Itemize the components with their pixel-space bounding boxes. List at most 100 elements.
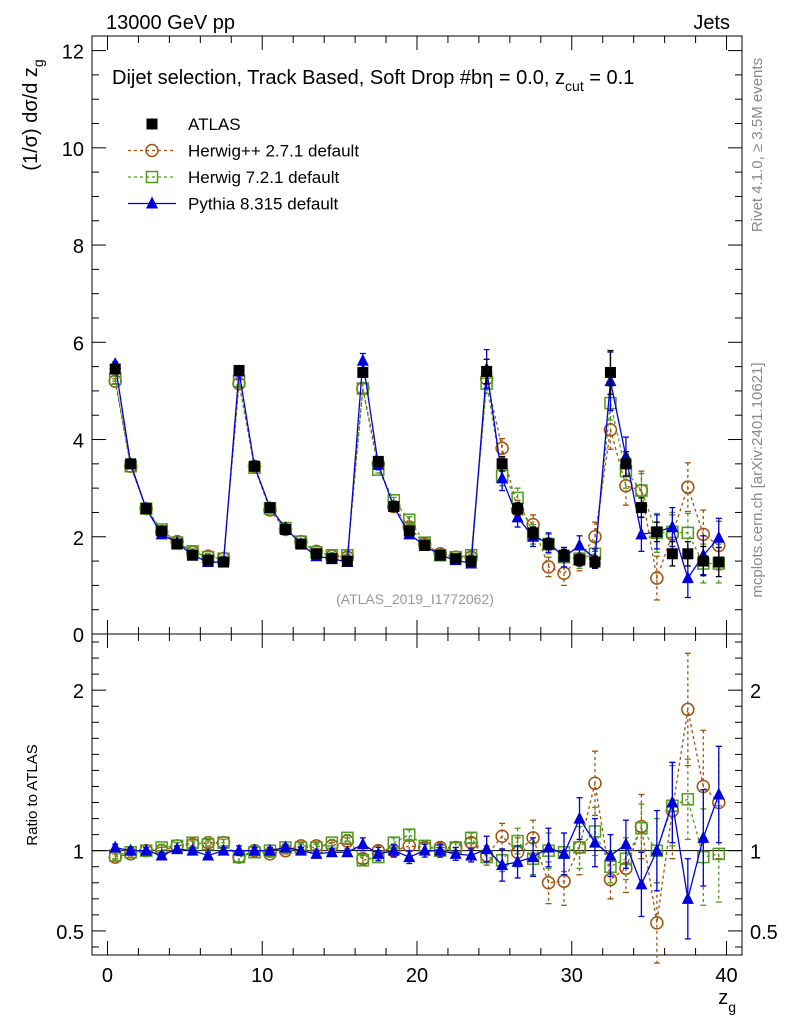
ratio-series-group [108,652,726,964]
x-axis-label: zg [718,987,736,1015]
main-herwig-2-7-1-default-point [603,423,618,437]
main-herwig-7-2-1-default-line [114,378,719,565]
legend-herwig-7-2-1-default-marker [145,170,159,184]
main-atlas-point [558,549,570,561]
main-atlas-point [666,548,678,560]
main-atlas-point [651,526,663,538]
main-herwig-2-7-1-default-point [495,441,509,456]
ratio-herwig-7-2-1-default-point [341,831,354,845]
legend: ATLAS Herwig++ 2.7.1 default Herwig 7.2.1 … [128,115,359,214]
main-atlas-point [465,555,477,567]
ratio-pythia-8-315-default-point [635,877,648,890]
ratio-pythia-8-315-default-point [511,854,524,867]
main-atlas-point [279,523,291,535]
main-atlas-point [697,555,709,567]
main-atlas-point [450,553,462,565]
main-atlas-point [109,363,121,375]
main-y-tick-label: 4 [73,431,84,453]
ratio-pythia-8-315-default-point [248,843,261,856]
ratio-pythia-8-315-default-point [418,843,431,856]
main-atlas-point [481,365,493,377]
main-pythia-8-315-default-point [356,353,369,366]
main-atlas-point [527,527,539,539]
energy-label: 13000 GeV pp [106,12,235,34]
main-pythia-8-315-default-point [573,538,586,551]
ratio-pythia-8-315-default-point [604,848,617,861]
main-pythia-8-315-default-point [712,530,725,543]
main-atlas-point [635,502,647,514]
ratio-pythia-8-315-default-point [496,858,509,871]
ratio-herwig-7-2-1-default-point [573,841,586,854]
ratio-pythia-8-315-default-point [666,795,679,808]
ratio-herwig-7-2-1-default-point [464,831,478,845]
main-atlas-point [496,458,508,470]
main-herwig-2-7-1-default-point [681,480,695,494]
legend-atlas-marker [146,118,158,130]
y-axis-label-main: (1/σ) dσ/d z [20,67,42,171]
main-herwig-2-7-1-default-line [114,378,720,581]
main-y-tick-label: 0 [73,625,84,647]
main-atlas-point [156,525,168,537]
ratio-pythia-8-315-default-point [109,840,122,853]
ratio-pythia-8-315-default-point [573,811,586,824]
main-atlas-point [419,540,431,552]
ratio-pythia-8-315-default-point [279,840,292,853]
ratio-pythia-8-315-default-point [325,845,338,858]
ratio-pythia-8-315-default-point [140,843,153,856]
ratio-panel-frame [91,633,743,956]
mcplots-label: mcplots.cern.ch [arXiv:2401.10621] [749,362,766,597]
legend-pythia-8-315-default-marker [146,196,158,209]
main-herwig-2-7-1-default-point [541,560,556,574]
ratio-pythia-8-315-default-point [186,843,199,856]
ratio-y-tick-label: 1 [73,842,84,864]
chart-title-eq: η = 0.0, z [482,67,565,89]
ratio-axis-ticks: 0.5 0.51 12 20 10 20 30 40 [56,634,778,987]
main-pythia-8-315-default-line [114,360,720,580]
ratio-pythia-8-315-default-point [527,850,540,863]
ratio-pythia-8-315-default-point [681,891,694,904]
main-atlas-point [403,525,415,537]
main-atlas-point [434,549,446,561]
main-y-tick-label: 2 [73,528,84,550]
ratio-pythia-8-315-default-point [356,837,369,850]
main-atlas-point [372,455,384,467]
ratio-herwig-7-2-1-default-point [712,847,726,861]
ratio-herwig-2-7-1-default-point [541,876,556,890]
ratio-pythia-8-315-default-point [403,850,416,863]
ratio-y-tick-label: 2 [73,681,84,703]
x-tick-label: 30 [561,965,583,987]
ratio-pythia-8-315-default-point [263,843,276,856]
main-atlas-point [140,503,152,515]
main-herwig-7-2-1-default-point [356,382,370,395]
main-atlas-point [249,460,260,472]
main-pythia-8-315-default-point [511,510,524,523]
main-atlas-point [233,364,245,376]
ratio-pythia-8-315-default-point [697,830,710,843]
ratio-pythia-8-315-default-point [588,835,601,848]
ratio-herwig-2-7-1-default-point [650,916,664,930]
legend-herwig-2-7-1-default-label: Herwig++ 2.7.1 default [188,142,359,161]
ratio-herwig-7-2-1-default-point [403,828,416,841]
ratio-pythia-8-315-default-point [387,843,400,856]
ratio-pythia-8-315-default-line [115,794,720,899]
main-atlas-point [620,458,632,470]
main-atlas-point [604,366,616,378]
ratio-y-tick-label-right: 1 [750,842,761,864]
main-atlas-point [574,554,585,566]
main-atlas-point [512,503,524,515]
ratio-pythia-8-315-default-point [294,843,307,856]
main-atlas-point [388,501,400,513]
ratio-y-axis-label: Ratio to ATLAS [24,744,41,845]
main-pythia-8-315-default-point [635,527,648,540]
main-herwig-7-2-1-default-point [403,513,416,526]
ratio-pythia-8-315-default-point [171,842,184,855]
ratio-pythia-8-315-default-point [465,848,478,861]
ratio-y-tick-label-right: 2 [750,681,761,703]
legend-atlas-label: ATLAS [188,115,241,134]
ratio-pythia-8-315-default-point [217,843,230,856]
ratio-pythia-8-315-default-point [650,843,663,856]
main-atlas-point [682,548,694,560]
ratio-y-tick-label-right: 0.5 [750,922,778,944]
main-atlas-point [310,548,322,560]
